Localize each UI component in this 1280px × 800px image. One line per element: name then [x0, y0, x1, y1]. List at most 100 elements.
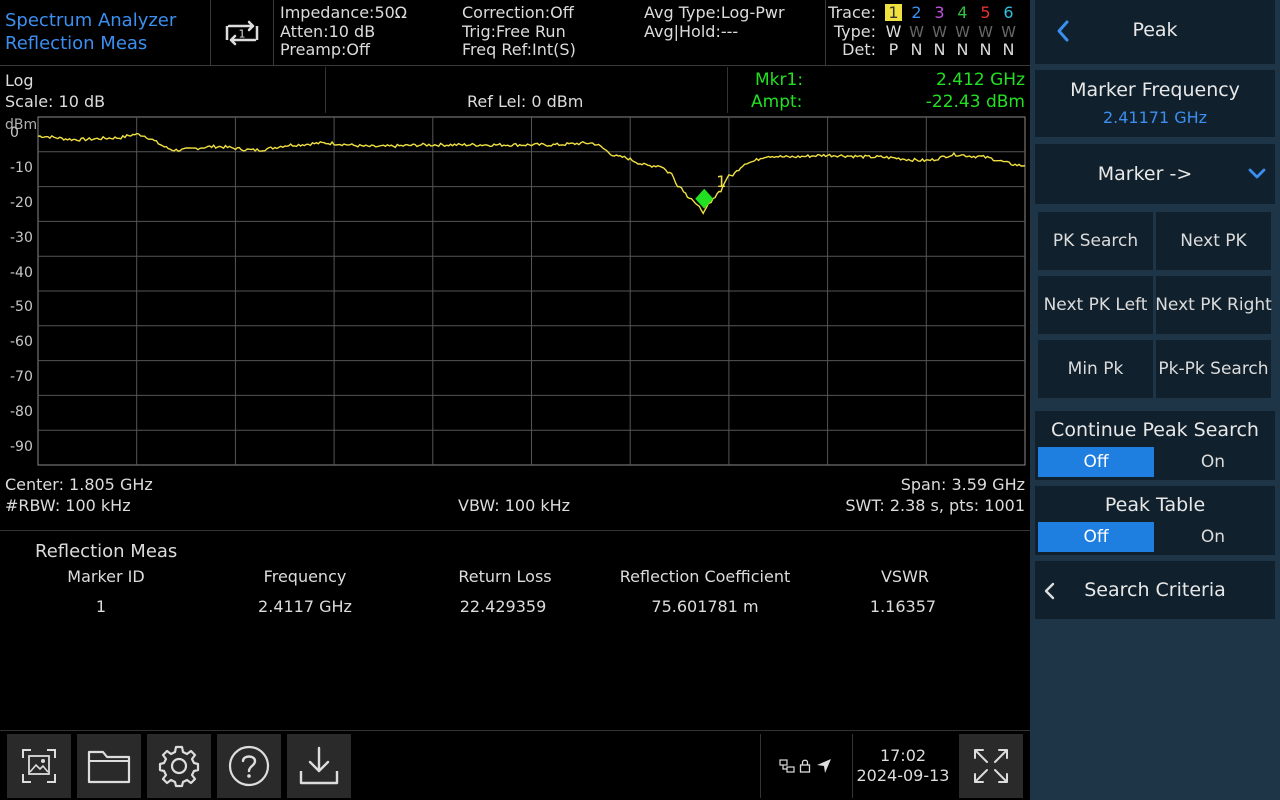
type-label: Type: [833, 21, 876, 41]
continue-peak-on-option[interactable]: On [1200, 452, 1226, 472]
correction-status: Correction:Off [462, 3, 574, 22]
trace-4-type: W [955, 22, 970, 41]
rbw[interactable]: #RBW: 100 kHz [5, 496, 131, 515]
spectrum-chart[interactable]: 1 [0, 112, 1030, 472]
top-status-bar: Spectrum Analyzer Reflection Meas 1 Impe… [0, 0, 1030, 66]
fullscreen-button[interactable] [959, 734, 1023, 798]
help-icon [228, 745, 270, 787]
trace-1[interactable]: 1 [885, 4, 902, 21]
trace-1-type: W [885, 21, 902, 41]
trace-6-type: W [1001, 22, 1016, 41]
marker-frequency-key[interactable]: Marker Frequency 2.41171 GHz [1035, 70, 1275, 137]
marker-1-label: 1 [716, 172, 726, 191]
preamp-status: Preamp:Off [280, 40, 370, 59]
header-frequency: Frequency [263, 567, 347, 586]
plot-grid [37, 116, 1026, 466]
peak-table-on-option[interactable]: On [1200, 527, 1226, 547]
trace-1-line [37, 132, 1026, 215]
trace-1-det: P [888, 40, 899, 59]
trace-3-det: N [933, 40, 946, 59]
trace-label: Trace: [828, 3, 876, 22]
system-status-icons[interactable] [762, 734, 850, 798]
status-col-trigger[interactable]: Correction:Off Trig:Free Run Freq Ref:In… [462, 3, 576, 60]
avg-hold-status: Avg|Hold:--- [644, 21, 739, 41]
continue-peak-search-label: Continue Peak Search [1051, 419, 1259, 441]
pk-pk-search-button[interactable]: Pk-Pk Search [1156, 340, 1271, 398]
help-button[interactable] [217, 734, 281, 798]
y-unit-label: dBm [5, 117, 38, 133]
y-tick-label: -70 [10, 369, 33, 385]
clock-date: 2024-09-13 [856, 766, 950, 785]
status-col-input[interactable]: Impedance:50Ω Atten:10 dB Preamp:Off [280, 3, 408, 60]
center-freq[interactable]: Center: 1.805 GHz [5, 475, 153, 494]
search-criteria-key[interactable]: Search Criteria [1035, 561, 1275, 619]
app-title[interactable]: Spectrum Analyzer Reflection Meas [5, 9, 210, 55]
marker-to-key[interactable]: Marker -> [1035, 144, 1275, 204]
next-pk-left-button[interactable]: Next PK Left [1038, 276, 1153, 334]
settings-button[interactable] [147, 734, 211, 798]
cell-frequency: 2.4117 GHz [258, 597, 352, 616]
spectrum-plot[interactable]: 1 dBm 0 -10 -20 -30 -40 -50 -60 -70 -80 -90 [0, 112, 1030, 472]
trace-2[interactable]: 2 [911, 3, 922, 22]
trace-4[interactable]: 4 [957, 3, 968, 22]
y-tick-label: -40 [10, 264, 33, 281]
cell-marker-id: 1 [95, 597, 107, 616]
min-pk-button[interactable]: Min Pk [1038, 340, 1153, 398]
repeat-icon: 1 [225, 20, 259, 46]
save-button[interactable] [287, 734, 351, 798]
divider [210, 0, 211, 66]
header-reflection-coef: Reflection Coefficient [619, 567, 791, 586]
clock-time: 17:02 [879, 746, 927, 765]
span[interactable]: Span: 3.59 GHz [900, 475, 1025, 494]
trace-layer [37, 132, 1026, 215]
trace-3[interactable]: 3 [934, 3, 945, 22]
y-tick-label: -80 [10, 403, 33, 420]
pk-search-button[interactable]: PK Search [1038, 212, 1153, 270]
divider [325, 67, 326, 113]
continue-peak-off-option[interactable]: Off [1038, 447, 1154, 477]
marker-to-label: Marker -> [1097, 163, 1193, 185]
sweep-mode-button[interactable]: 1 [212, 0, 272, 66]
marker-layer: 1 [695, 172, 726, 209]
scale-div[interactable]: Scale: 10 dB [5, 92, 106, 111]
trace-5-det: N [979, 40, 992, 59]
marker-ampt-readout: -22.43 dBm [925, 92, 1025, 112]
impedance-status: Impedance:50Ω [280, 3, 408, 22]
trace-2-det: N [910, 40, 923, 59]
reflection-meas-table: Reflection Meas Marker ID Frequency Retu… [0, 530, 1030, 730]
divider [825, 0, 826, 66]
atten-status: Atten:10 dB [280, 21, 376, 41]
sweep-time[interactable]: SWT: 2.38 s, pts: 1001 [845, 496, 1025, 515]
trace-6-det: N [1002, 40, 1015, 59]
trace-6[interactable]: 6 [1003, 3, 1014, 22]
divider [760, 734, 761, 798]
y-tick-label: -50 [10, 299, 33, 316]
file-manager-button[interactable] [77, 734, 141, 798]
divider [727, 67, 728, 113]
next-pk-right-button[interactable]: Next PK Right [1155, 276, 1272, 334]
scale-type[interactable]: Log [5, 71, 34, 90]
back-chevron-icon[interactable] [1053, 16, 1073, 46]
freq-ref-status: Freq Ref:Int(S) [462, 40, 576, 59]
network-icon [779, 759, 795, 773]
screenshot-button[interactable] [7, 734, 71, 798]
avg-type-status: Avg Type:Log-Pwr [644, 3, 785, 22]
marker-label: Mkr1: [755, 70, 804, 90]
status-col-average[interactable]: Avg Type:Log-Pwr Avg|Hold:--- [644, 3, 785, 41]
ref-level[interactable]: Ref Lel: 0 dBm [467, 92, 584, 111]
screenshot-icon [22, 749, 56, 783]
trace-status[interactable]: Trace: 1 2 3 4 5 6 Type: W W W W W W Det… [826, 3, 1020, 60]
menu-title: Peak [1132, 19, 1178, 41]
trace-5[interactable]: 5 [980, 3, 991, 22]
peak-table-off-option[interactable]: Off [1038, 522, 1154, 552]
plot-header: Log Scale: 10 dB Ref Lel: 0 dBm Mkr1: Am… [0, 67, 1030, 115]
header-vswr: VSWR [880, 567, 930, 586]
marker-1-diamond[interactable] [695, 188, 714, 209]
cell-reflection-coef: 75.601781 m [651, 597, 759, 616]
y-tick-label: -90 [10, 438, 33, 455]
app-title-mode: Spectrum Analyzer [5, 10, 177, 31]
y-tick-label: -30 [10, 229, 33, 246]
next-pk-button[interactable]: Next PK [1156, 212, 1271, 270]
vbw[interactable]: VBW: 100 kHz [458, 496, 571, 515]
det-label: Det: [842, 40, 876, 59]
